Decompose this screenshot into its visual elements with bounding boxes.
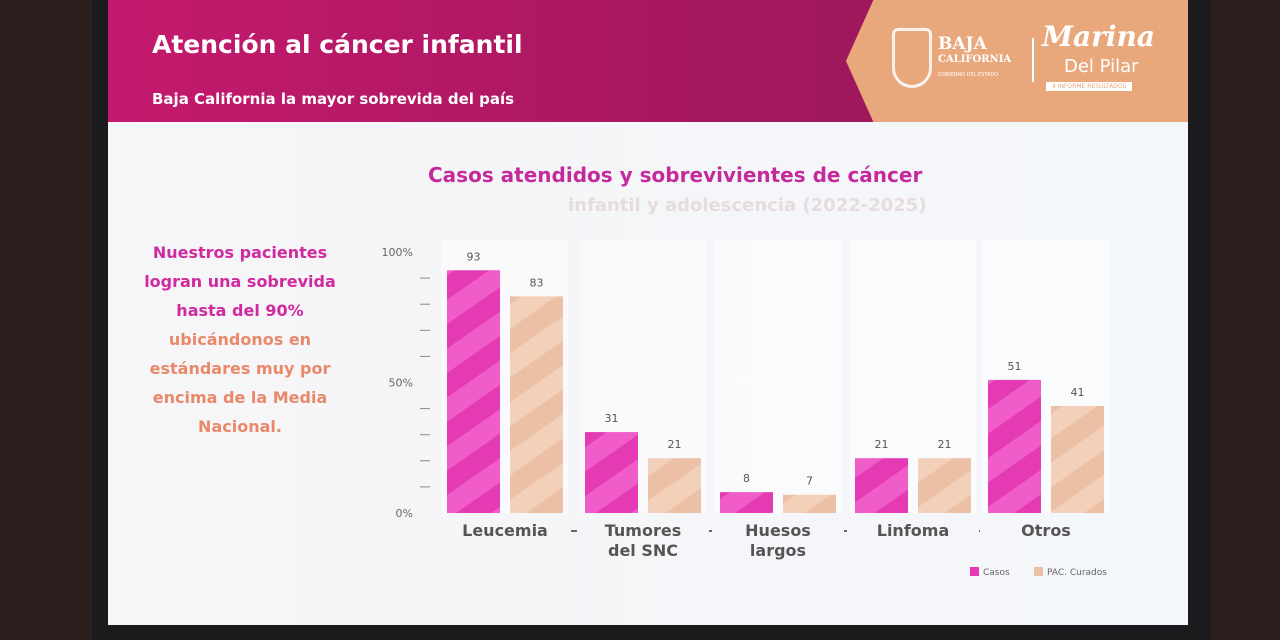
bar-curados — [918, 458, 971, 513]
data-label: 21 — [875, 438, 889, 451]
slide-title: Atención al cáncer infantil — [152, 30, 523, 59]
logo-text: Del Pilar — [1064, 56, 1139, 77]
slide: Atención al cáncer infantil Baja Califor… — [108, 0, 1188, 625]
category-label: largos — [750, 541, 806, 560]
data-label: 8 — [743, 472, 750, 485]
shield-icon — [892, 28, 932, 88]
data-label: 83 — [530, 276, 544, 289]
bar-casos — [720, 492, 773, 513]
chart-title: Casos atendidos y sobrevivientes de cánc… — [428, 163, 923, 187]
y-tick-label: 100% — [382, 246, 413, 259]
logo-text: BAJA — [938, 34, 987, 54]
chart-subtitle: infantil y adolescencia (2022-2025) — [568, 195, 927, 216]
y-tick-label: 0% — [396, 507, 413, 520]
data-label: 93 — [467, 250, 481, 263]
logo-divider — [1032, 38, 1034, 82]
legend-swatch — [1034, 567, 1043, 576]
data-label: 41 — [1071, 386, 1085, 399]
data-label: 7 — [806, 475, 813, 488]
logo-text: Marina — [1042, 20, 1156, 53]
category-label: Leucemia — [462, 521, 548, 540]
category-label: Otros — [1021, 521, 1071, 540]
data-label: 51 — [1008, 360, 1022, 373]
legend-label: Casos — [983, 568, 1010, 578]
legend-swatch — [970, 567, 979, 576]
y-tick-label: 50% — [389, 377, 413, 390]
data-label: 21 — [668, 438, 682, 451]
bar-curados — [510, 296, 563, 513]
logo-text: CALIFORNIA — [938, 54, 1012, 65]
bar-casos — [855, 458, 908, 513]
bar-curados — [648, 458, 701, 513]
data-label: 21 — [938, 438, 952, 451]
side-note-text: pacientes logran una sobrevida hasta del… — [144, 243, 336, 320]
bar-curados — [1051, 405, 1104, 513]
bar-casos — [988, 379, 1041, 513]
logo-text: 4 INFORME RESULTADOS — [1046, 82, 1133, 91]
legend-label: PAC. Curados — [1047, 568, 1107, 578]
bar-curados — [783, 494, 836, 513]
bar-casos — [585, 432, 638, 513]
government-logo-badge: BAJA CALIFORNIA GOBIERNO DEL ESTADO Mari… — [846, 0, 1188, 122]
bar-casos — [447, 270, 500, 513]
data-label: 31 — [605, 412, 619, 425]
slide-subtitle: Baja California la mayor sobrevida del p… — [152, 90, 515, 108]
category-background — [715, 240, 841, 513]
category-label: Tumores — [605, 521, 681, 540]
logo-text: GOBIERNO DEL ESTADO — [938, 72, 999, 78]
category-label: Huesos — [745, 521, 811, 540]
side-note-highlight: Nuestros — [152, 243, 235, 262]
category-label: Linfoma — [877, 521, 950, 540]
side-note-text: ubicándonos en estándares muy por encima… — [149, 330, 331, 436]
category-label: del SNC — [608, 541, 678, 560]
side-note: Nuestros pacientes logran una sobrevida … — [130, 238, 350, 441]
